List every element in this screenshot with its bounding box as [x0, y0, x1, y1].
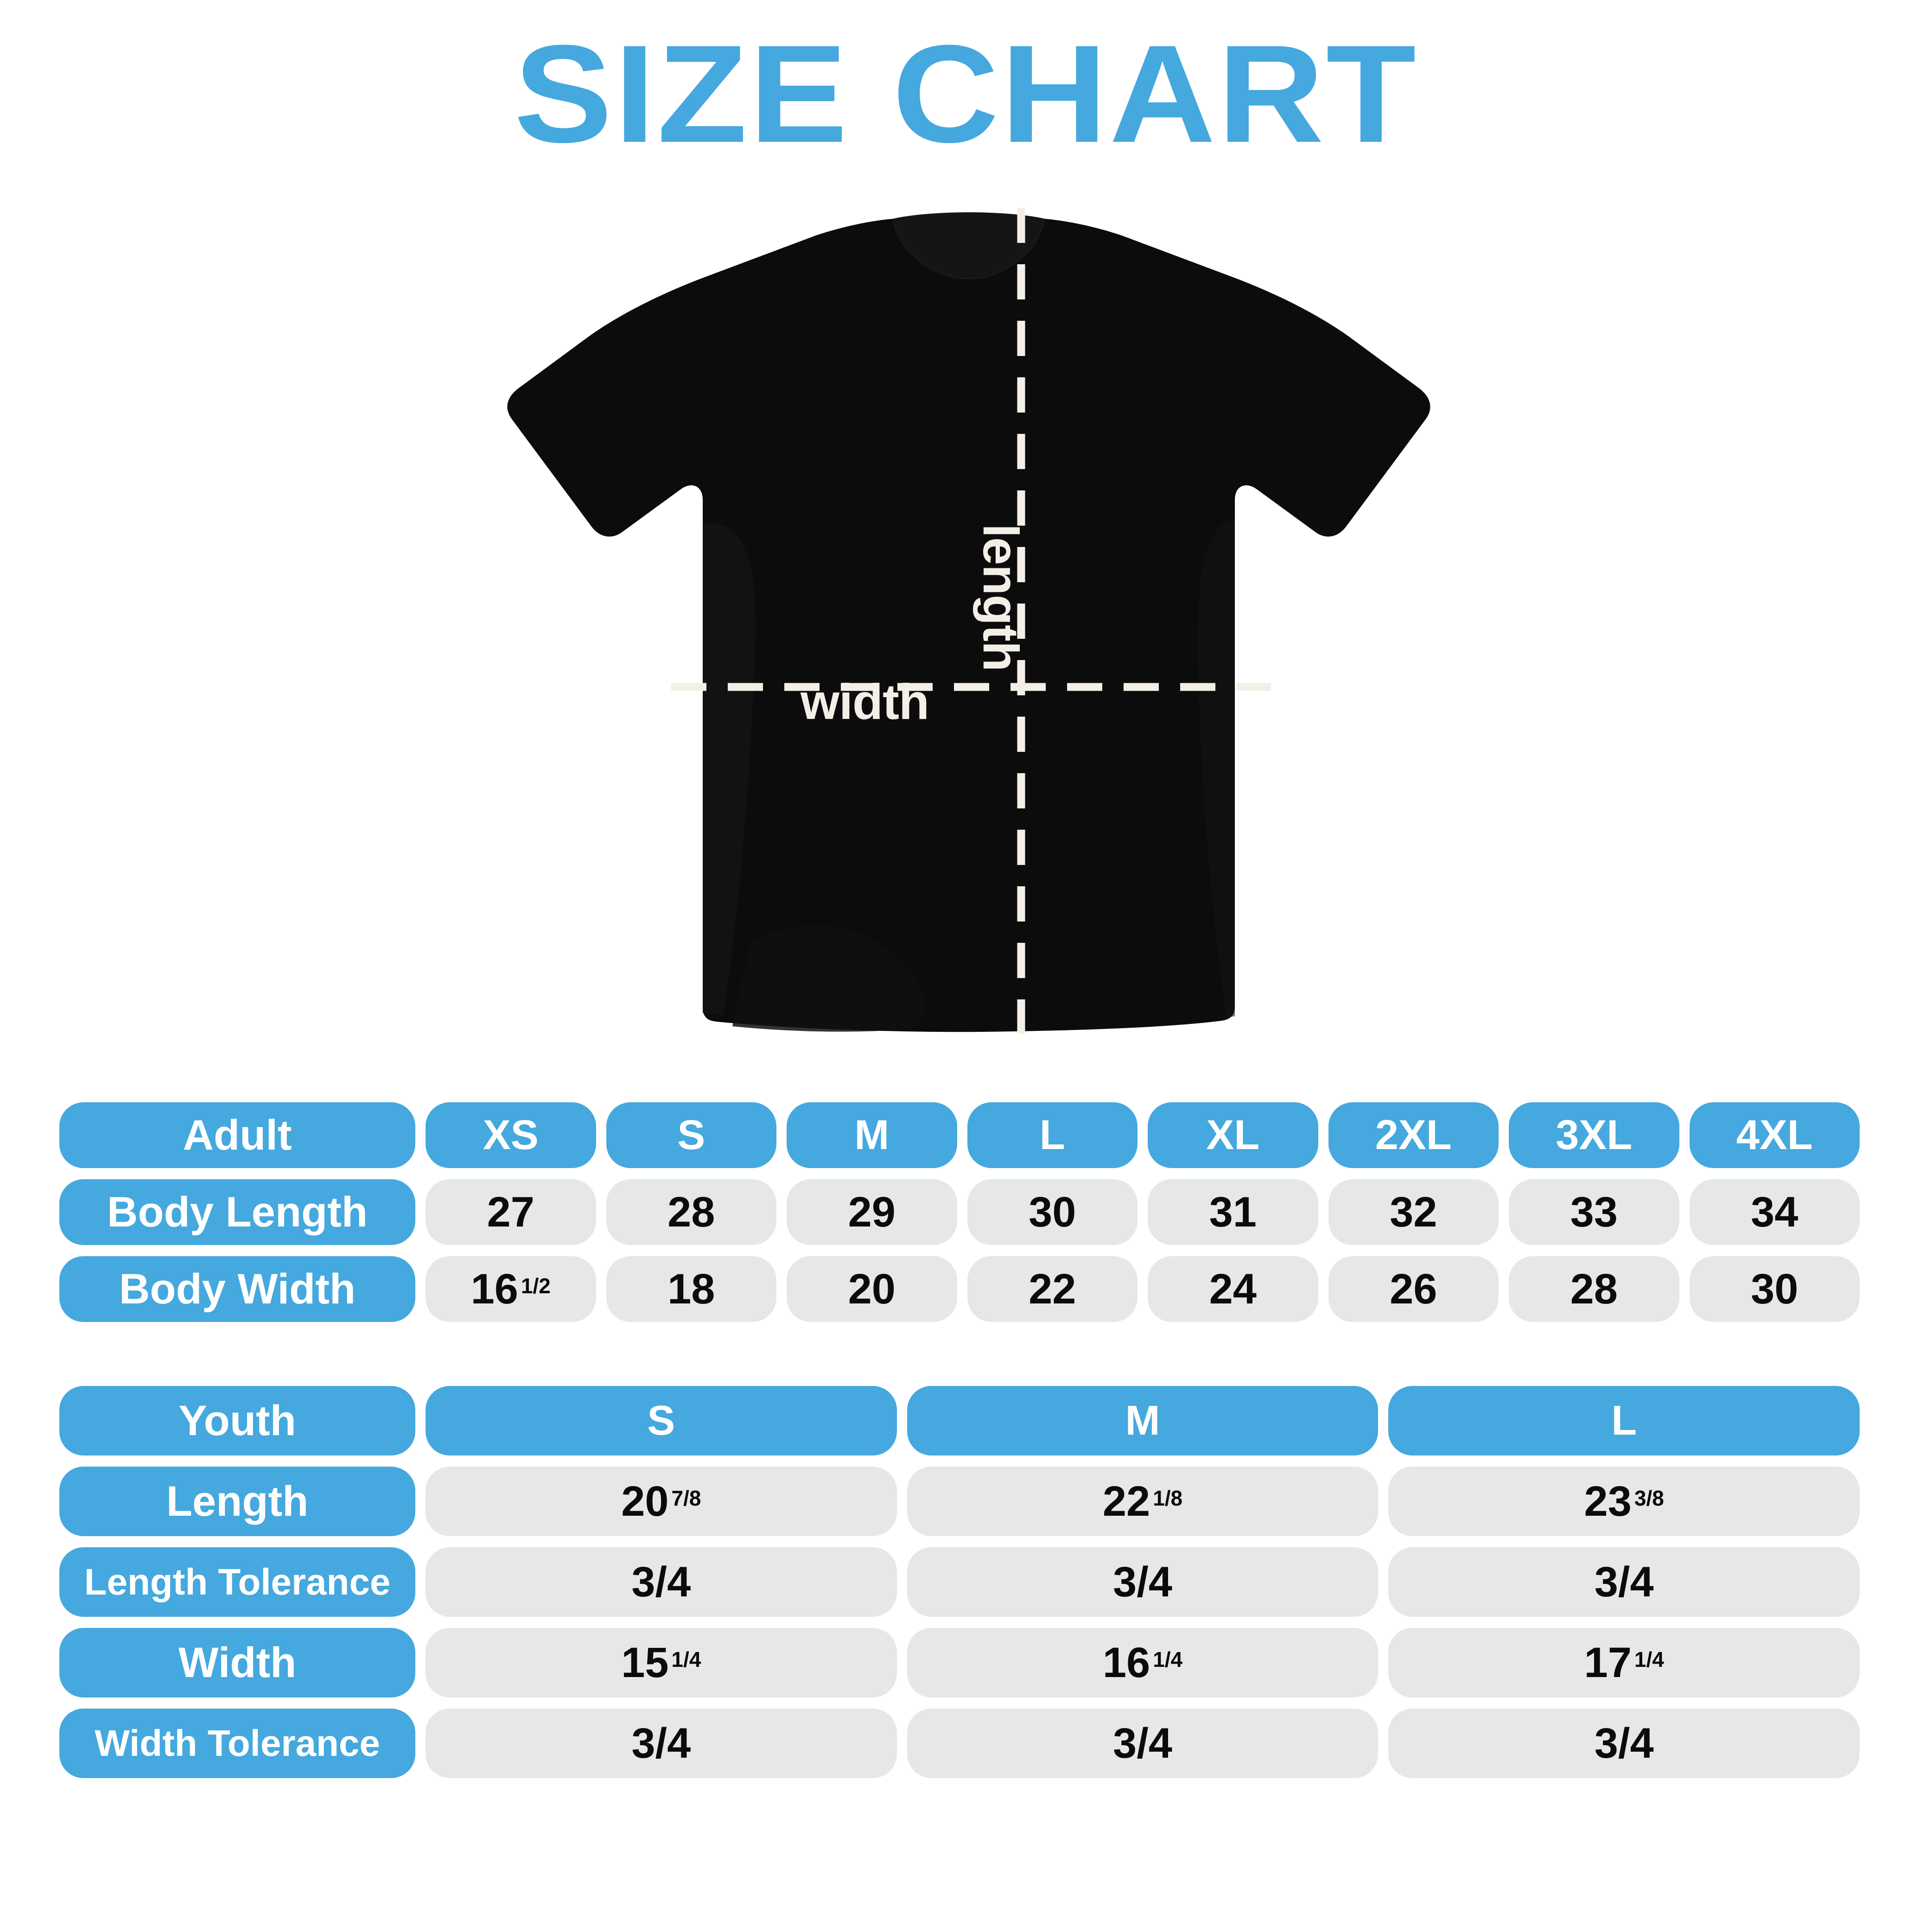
youth-width-s: 15 1/4 [426, 1628, 897, 1697]
adult-body-width-s: 18 [606, 1256, 776, 1322]
youth-width-label: Width [59, 1628, 415, 1697]
youth-length-tolerance-m: 3/4 [907, 1547, 1379, 1617]
length-measure-label: length [973, 524, 1029, 671]
youth-width-tolerance-label: Width Tolerance [59, 1709, 415, 1778]
adult-body-width-4xl: 30 [1689, 1256, 1860, 1322]
youth-length-tolerance-l: 3/4 [1388, 1547, 1860, 1617]
adult-size-table: Adult XS S M L XL 2XL 3XL 4XL Body Lengt… [59, 1102, 1860, 1322]
youth-width-row: Width 15 1/4 16 1/4 17 1/4 [59, 1628, 1860, 1697]
tshirt-illustration: width length [0, 199, 1932, 1071]
youth-size-header-l[interactable]: L [1388, 1386, 1860, 1455]
adult-size-header-s[interactable]: S [606, 1102, 776, 1168]
adult-body-length-4xl: 34 [1689, 1179, 1860, 1245]
youth-size-table: Youth S M L Length 20 7/8 22 1/8 23 3/8 Len… [59, 1386, 1860, 1778]
width-measure-label: width [801, 674, 929, 730]
adult-body-length-l: 30 [967, 1179, 1138, 1245]
youth-width-tolerance-s: 3/4 [426, 1709, 897, 1778]
adult-body-width-xl: 24 [1148, 1256, 1318, 1322]
adult-size-header-xs[interactable]: XS [426, 1102, 596, 1168]
adult-body-width-m: 20 [787, 1256, 957, 1322]
youth-header-row: Youth S M L [59, 1386, 1860, 1455]
youth-width-tolerance-row: Width Tolerance 3/4 3/4 3/4 [59, 1709, 1860, 1778]
youth-length-s: 20 7/8 [426, 1467, 897, 1536]
adult-body-width-row: Body Width 16 1/2 18 20 22 24 26 28 30 [59, 1256, 1860, 1322]
youth-width-tolerance-l: 3/4 [1388, 1709, 1860, 1778]
page-title: SIZE CHART [514, 16, 1418, 172]
adult-body-length-2xl: 32 [1328, 1179, 1499, 1245]
adult-body-length-m: 29 [787, 1179, 957, 1245]
youth-length-tolerance-row: Length Tolerance 3/4 3/4 3/4 [59, 1547, 1860, 1617]
adult-size-header-l[interactable]: L [967, 1102, 1138, 1168]
adult-body-width-l: 22 [967, 1256, 1138, 1322]
adult-body-length-xs: 27 [426, 1179, 596, 1245]
adult-body-length-3xl: 33 [1509, 1179, 1679, 1245]
adult-body-width-2xl: 26 [1328, 1256, 1499, 1322]
youth-length-tolerance-s: 3/4 [426, 1547, 897, 1617]
adult-size-header-2xl[interactable]: 2XL [1328, 1102, 1499, 1168]
youth-width-l: 17 1/4 [1388, 1628, 1860, 1697]
youth-table-title: Youth [59, 1386, 415, 1455]
adult-body-width-label: Body Width [59, 1256, 415, 1322]
adult-body-length-xl: 31 [1148, 1179, 1318, 1245]
adult-size-header-m[interactable]: M [787, 1102, 957, 1168]
adult-body-length-row: Body Length 27 28 29 30 31 32 33 34 [59, 1179, 1860, 1245]
adult-header-row: Adult XS S M L XL 2XL 3XL 4XL [59, 1102, 1860, 1168]
adult-size-header-3xl[interactable]: 3XL [1509, 1102, 1679, 1168]
adult-body-width-3xl: 28 [1509, 1256, 1679, 1322]
youth-length-tolerance-label: Length Tolerance [59, 1547, 415, 1617]
youth-length-l: 23 3/8 [1388, 1467, 1860, 1536]
youth-size-header-m[interactable]: M [907, 1386, 1379, 1455]
adult-size-header-xl[interactable]: XL [1148, 1102, 1318, 1168]
youth-size-header-s[interactable]: S [426, 1386, 897, 1455]
youth-length-m: 22 1/8 [907, 1467, 1379, 1536]
youth-width-tolerance-m: 3/4 [907, 1709, 1379, 1778]
youth-width-m: 16 1/4 [907, 1628, 1379, 1697]
adult-body-width-xs: 16 1/2 [426, 1256, 596, 1322]
adult-table-title: Adult [59, 1102, 415, 1168]
adult-body-length-label: Body Length [59, 1179, 415, 1245]
youth-length-label: Length [59, 1467, 415, 1536]
adult-size-header-4xl[interactable]: 4XL [1689, 1102, 1860, 1168]
youth-length-row: Length 20 7/8 22 1/8 23 3/8 [59, 1467, 1860, 1536]
adult-body-length-s: 28 [606, 1179, 776, 1245]
tshirt-graphic [507, 208, 1430, 1034]
